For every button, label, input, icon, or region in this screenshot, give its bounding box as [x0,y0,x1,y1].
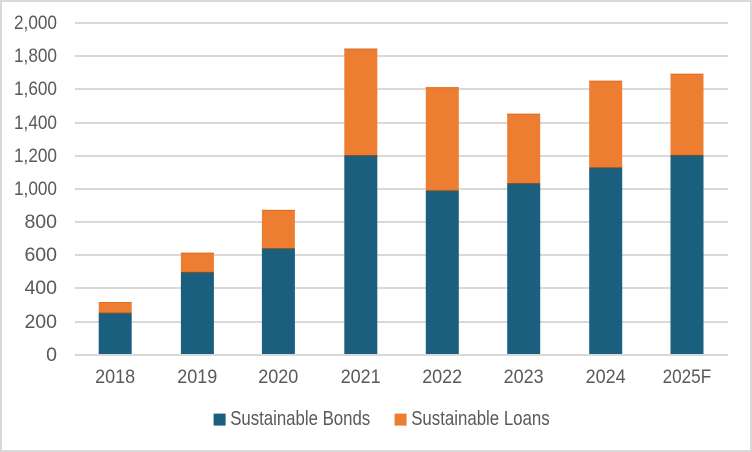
svg-text:2019: 2019 [177,366,217,388]
svg-text:2022: 2022 [422,366,462,388]
svg-text:2018: 2018 [95,366,135,388]
svg-text:2024: 2024 [586,366,626,388]
svg-text:2023: 2023 [504,366,544,388]
svg-text:2025F: 2025F [663,366,712,388]
svg-text:600: 600 [24,244,57,266]
svg-text:1,800: 1,800 [14,45,57,67]
svg-text:800: 800 [24,211,57,233]
svg-text:400: 400 [24,277,57,299]
svg-text:1,000: 1,000 [14,178,57,200]
svg-text:1,400: 1,400 [14,112,57,134]
svg-text:2021: 2021 [341,366,381,388]
svg-text:2020: 2020 [258,366,298,388]
svg-text:Sustainable Bonds: Sustainable Bonds [230,408,370,430]
svg-text:Sustainable Loans: Sustainable Loans [411,408,550,430]
svg-text:0: 0 [46,344,57,366]
svg-text:1,600: 1,600 [14,78,57,100]
svg-text:1,200: 1,200 [14,145,57,167]
svg-text:2,000: 2,000 [14,12,57,34]
svg-text:200: 200 [24,311,57,333]
